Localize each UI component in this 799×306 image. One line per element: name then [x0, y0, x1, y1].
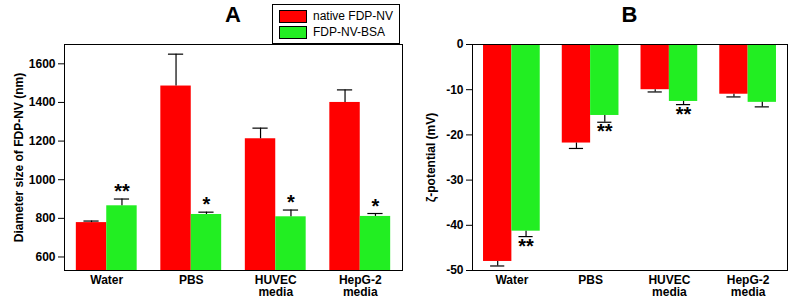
svg-text:Water: Water: [495, 273, 528, 287]
svg-text:*: *: [287, 191, 295, 213]
svg-text:1400: 1400: [29, 95, 56, 109]
svg-text:*: *: [372, 195, 380, 217]
svg-text:**: **: [518, 235, 534, 257]
svg-text:800: 800: [35, 211, 55, 225]
svg-text:HepG-2media: HepG-2media: [727, 273, 770, 299]
svg-text:Water: Water: [90, 273, 123, 287]
svg-text:0: 0: [457, 37, 464, 51]
html-text:B: B: [621, 2, 638, 27]
svg-text:*: *: [203, 193, 211, 215]
svg-text:**: **: [114, 180, 130, 202]
svg-text:**: **: [597, 120, 613, 142]
svg-text:Diameter size of FDP-NV (nm): Diameter size of FDP-NV (nm): [12, 73, 26, 242]
svg-text:HUVECmedia: HUVECmedia: [648, 273, 690, 299]
svg-text:**: **: [676, 103, 692, 125]
svg-text:-50: -50: [446, 263, 464, 277]
svg-text:PBS: PBS: [578, 273, 603, 287]
svg-text:-30: -30: [446, 173, 464, 187]
svg-text:600: 600: [35, 250, 55, 264]
svg-text:1000: 1000: [29, 173, 56, 187]
svg-text:PBS: PBS: [179, 273, 204, 287]
svg-text:-20: -20: [446, 128, 464, 142]
svg-text:HUVECmedia: HUVECmedia: [255, 273, 297, 299]
svg-text:HepG-2media: HepG-2media: [339, 273, 382, 299]
html-text:A: A: [225, 2, 241, 27]
svg-text:-40: -40: [446, 218, 464, 232]
svg-text:-10: -10: [446, 83, 464, 97]
html-text:FDP-NV-BSA: FDP-NV-BSA: [313, 25, 385, 39]
svg-text:1200: 1200: [29, 134, 56, 148]
svg-text:1600: 1600: [29, 57, 56, 71]
html-text:native FDP-NV: native FDP-NV: [313, 9, 393, 23]
svg-text:ζ-potential (mV): ζ-potential (mV): [424, 113, 438, 203]
